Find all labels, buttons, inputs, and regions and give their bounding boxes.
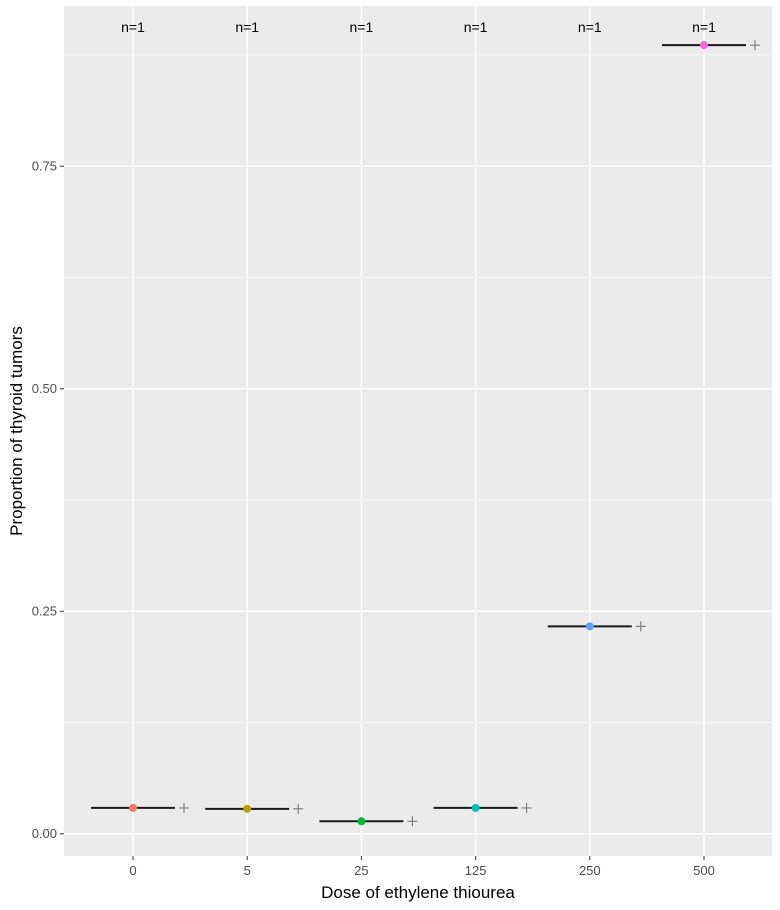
data-point	[700, 41, 708, 50]
x-axis-ticks: 0 5 25 125 250 500	[129, 856, 715, 878]
data-marks	[91, 40, 760, 827]
x-tick-label: 250	[579, 863, 601, 878]
n-label: n=1	[578, 19, 602, 35]
x-tick-label: 25	[354, 863, 368, 878]
data-point	[471, 803, 480, 812]
minor-gridlines	[64, 54, 772, 723]
y-axis-ticks: 0.00 0.25 0.50 0.75	[32, 159, 64, 841]
n-label: n=1	[121, 19, 145, 35]
n-label: n=1	[350, 19, 374, 35]
n-label: n=1	[464, 19, 488, 35]
y-tick-label: 0.00	[32, 826, 57, 841]
data-point	[129, 803, 137, 812]
y-tick-label: 0.25	[32, 604, 57, 619]
x-tick-label: 0	[129, 863, 136, 878]
x-tick-label: 5	[244, 863, 251, 878]
x-axis-title: Dose of ethylene thiourea	[321, 883, 515, 902]
y-tick-label: 0.50	[32, 381, 57, 396]
x-tick-label: 125	[465, 863, 487, 878]
plot-panel	[64, 6, 772, 856]
y-tick-label: 0.75	[32, 159, 57, 174]
x-tick-label: 500	[693, 863, 715, 878]
major-gridlines	[64, 6, 772, 856]
n-label: n=1	[692, 19, 716, 35]
data-point	[585, 622, 594, 631]
n-label: n=1	[235, 19, 259, 35]
data-point	[357, 817, 366, 826]
data-point	[243, 804, 252, 813]
y-axis-title: Proportion of thyroid tumors	[7, 326, 26, 536]
sample-size-labels: n=1 n=1 n=1 n=1 n=1 n=1	[121, 19, 716, 35]
